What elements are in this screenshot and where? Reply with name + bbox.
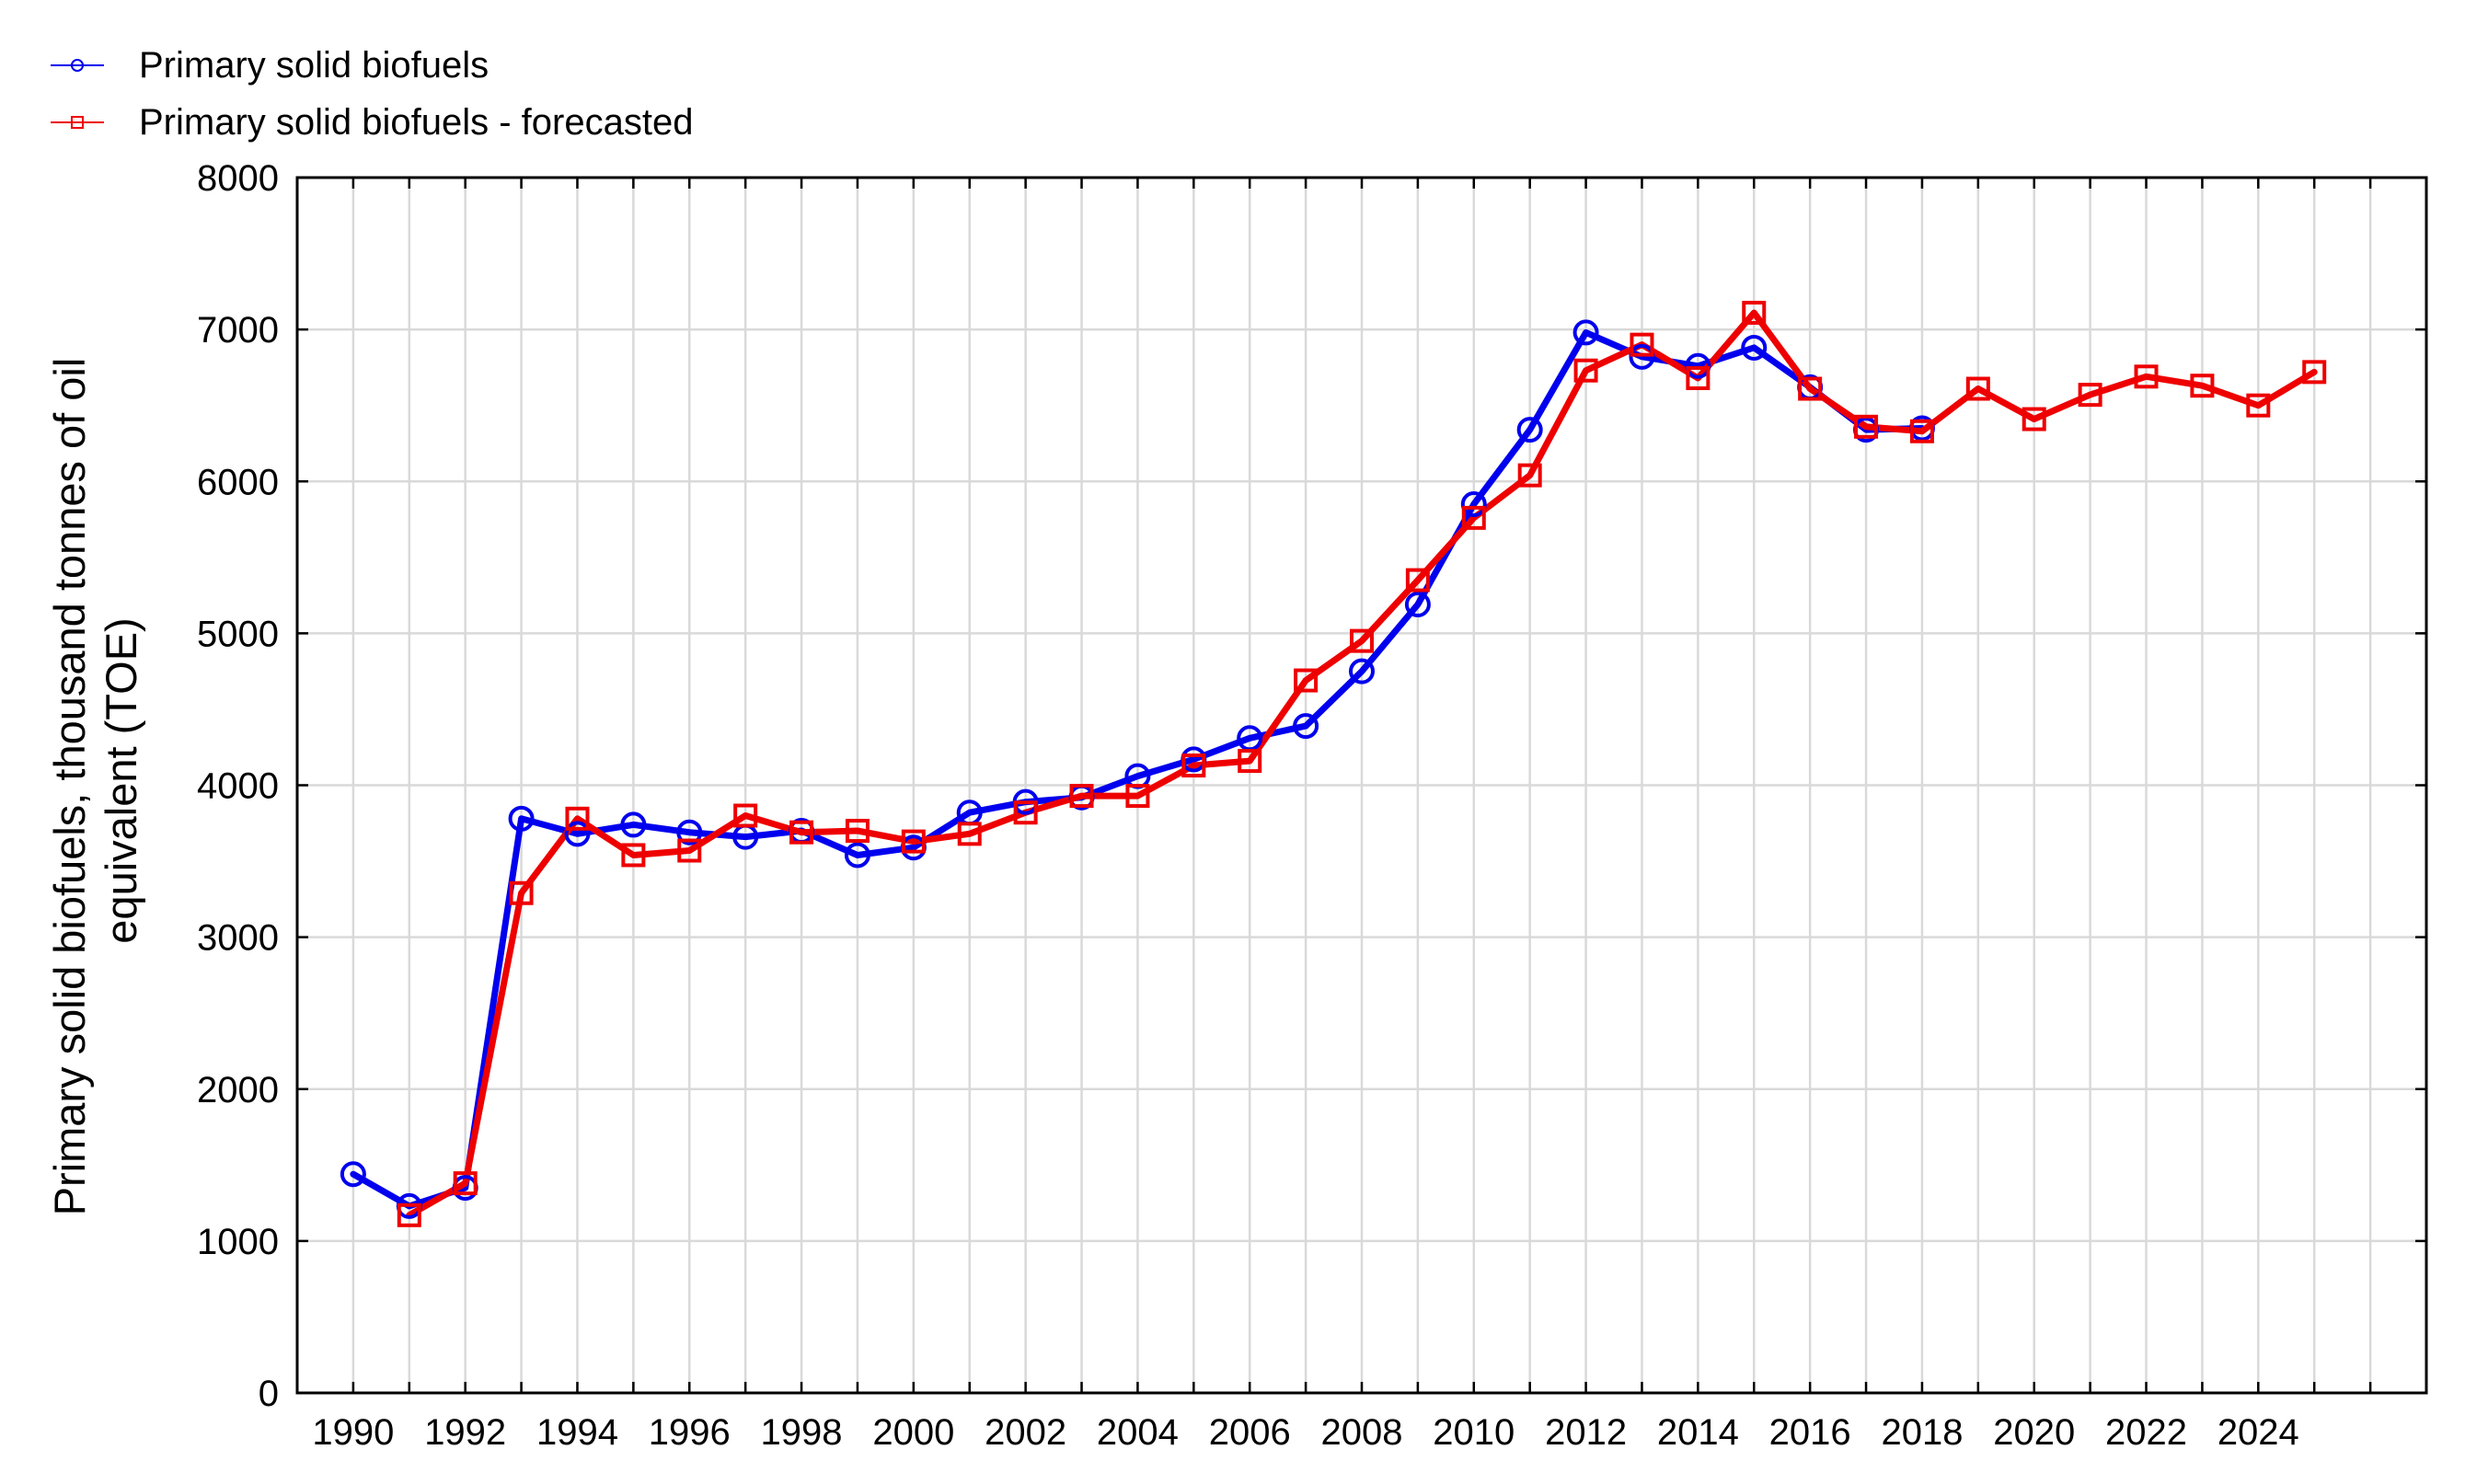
series-line-observed: [350, 328, 1926, 1210]
y-axis-label-line-2: equivalent (TOE): [97, 617, 145, 943]
x-tick-label: 2006: [1209, 1412, 1291, 1453]
point-observed: [1349, 658, 1375, 684]
point-observed: [1516, 417, 1543, 443]
point-observed: [1629, 343, 1655, 370]
point-forecasted: [1517, 463, 1542, 488]
point-forecasted: [1909, 419, 1934, 443]
point-forecasted: [2302, 360, 2327, 385]
y-tick-label: 8000: [197, 158, 279, 199]
point-forecasted: [1238, 749, 1262, 774]
point-forecasted: [1181, 754, 1206, 778]
legend-item-observed: Primary solid biofuels: [51, 37, 693, 94]
x-tick-label: 2024: [2217, 1412, 2299, 1453]
x-tick-label: 2008: [1321, 1412, 1403, 1453]
x-tick-label: 1990: [312, 1412, 394, 1453]
point-observed: [1685, 352, 1711, 379]
y-axis-label: Primary solid biofuels, thousand tonnes …: [45, 346, 145, 1216]
point-forecasted: [621, 843, 646, 868]
x-tick-label: 2014: [1657, 1412, 1739, 1453]
point-observed: [564, 821, 591, 847]
legend: Primary solid biofuels Primary solid bio…: [51, 37, 693, 151]
point-forecasted: [901, 829, 926, 854]
x-tick-label: 2004: [1097, 1412, 1179, 1453]
legend-label-observed: Primary solid biofuels: [139, 44, 490, 86]
x-tick-label: 2012: [1545, 1412, 1627, 1453]
point-forecasted: [1965, 376, 1990, 401]
point-forecasted: [453, 1171, 478, 1196]
point-observed: [1460, 491, 1487, 518]
x-tick-label: 2010: [1433, 1412, 1515, 1453]
series-line-forecasted: [406, 309, 2318, 1219]
y-tick-label: 5000: [197, 614, 279, 654]
point-forecasted: [1013, 800, 1038, 825]
point-forecasted: [2246, 393, 2271, 418]
point-forecasted: [1630, 332, 1654, 357]
grid: [297, 178, 2426, 1393]
point-forecasted: [1854, 414, 1879, 439]
point-forecasted: [1069, 784, 1094, 809]
point-forecasted: [509, 880, 534, 905]
point-observed: [1404, 592, 1431, 618]
point-forecasted: [2134, 364, 2159, 389]
y-axis-label-line-1: Primary solid biofuels, thousand tonnes …: [45, 358, 94, 1216]
y-tick-label: 6000: [197, 462, 279, 502]
point-forecasted: [2022, 407, 2046, 431]
legend-item-forecasted: Primary solid biofuels - forecasted: [51, 94, 693, 151]
y-tick-label: 4000: [197, 766, 279, 807]
point-forecasted: [1798, 376, 1823, 401]
point-forecasted: [957, 822, 982, 846]
x-tick-label: 2020: [1993, 1412, 2075, 1453]
point-observed: [676, 819, 703, 846]
y-tick-label: 7000: [197, 310, 279, 351]
point-forecasted: [789, 820, 814, 845]
x-tick-label: 2018: [1881, 1412, 1963, 1453]
point-forecasted: [1405, 568, 1430, 592]
x-tick-label: 1996: [649, 1412, 731, 1453]
series-lines: [350, 309, 2318, 1219]
x-tick-label: 2016: [1769, 1412, 1851, 1453]
axis-ticks: [297, 176, 2426, 1395]
point-forecasted: [2078, 383, 2102, 408]
x-tick-label: 2002: [985, 1412, 1066, 1453]
legend-circle-marker-icon: [51, 59, 104, 72]
point-forecasted: [1686, 365, 1711, 390]
point-forecasted: [1461, 505, 1486, 530]
point-forecasted: [1294, 668, 1319, 693]
y-tick-label: 2000: [197, 1070, 279, 1110]
x-tick-label: 1994: [536, 1412, 618, 1453]
point-observed: [1293, 713, 1319, 740]
x-tick-label: 2022: [2105, 1412, 2187, 1453]
point-observed: [844, 842, 870, 869]
x-tick-label: 1998: [761, 1412, 843, 1453]
x-tick-label: 2000: [872, 1412, 954, 1453]
point-forecasted: [1350, 628, 1374, 653]
point-observed: [508, 805, 535, 832]
tick-labels: 0 1000 2000 3000 4000 5000 6000 7000 8000 1990 199…: [197, 158, 2299, 1453]
legend-square-marker-icon: [51, 116, 104, 129]
point-observed: [620, 811, 647, 838]
y-tick-label: 1000: [197, 1222, 279, 1262]
point-forecasted: [1573, 358, 1598, 383]
point-forecasted: [565, 806, 590, 831]
point-forecasted: [677, 838, 702, 863]
point-observed: [1741, 334, 1768, 361]
point-observed: [340, 1161, 366, 1188]
point-forecasted: [2190, 374, 2215, 398]
point-forecasted: [733, 803, 758, 828]
y-tick-label: 3000: [197, 918, 279, 959]
y-tick-label: 0: [259, 1374, 279, 1414]
point-forecasted: [397, 1202, 421, 1227]
point-forecasted: [1742, 300, 1767, 325]
legend-label-forecasted: Primary solid biofuels - forecasted: [139, 101, 694, 143]
point-forecasted: [845, 819, 870, 844]
markers: [340, 300, 2327, 1227]
point-forecasted: [1125, 784, 1150, 809]
x-tick-label: 1992: [424, 1412, 506, 1453]
point-observed: [1572, 319, 1599, 346]
